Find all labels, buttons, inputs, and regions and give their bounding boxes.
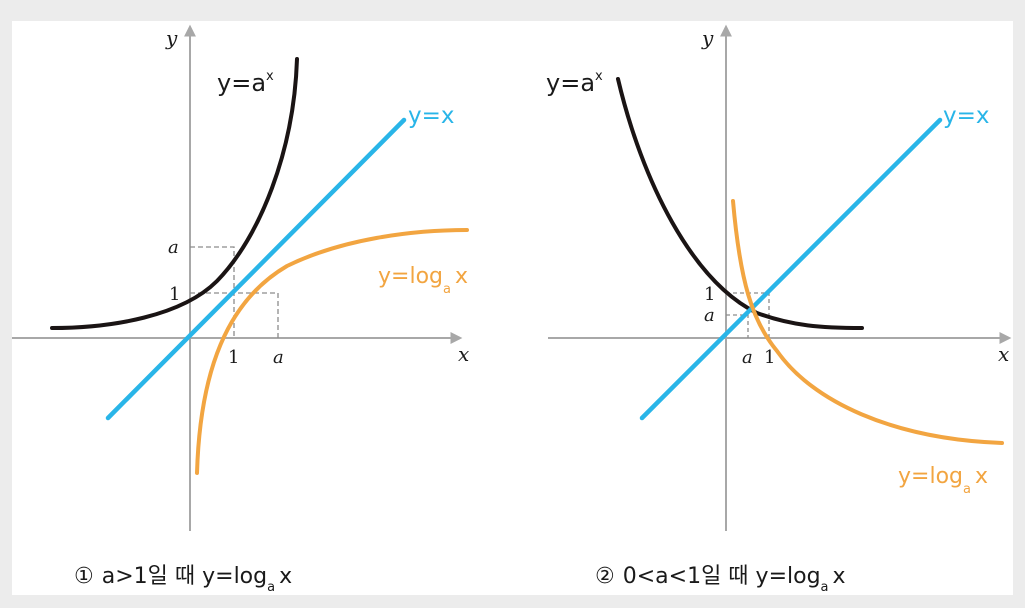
panel-1-exp-curve bbox=[50, 57, 299, 330]
panel-1-y-tick-1: 1 bbox=[169, 284, 180, 305]
panel-1-guide-one-level bbox=[190, 292, 279, 338]
panel-1-x-tick-1: 1 bbox=[228, 347, 239, 368]
panel-1-x-axis-label: x bbox=[458, 342, 469, 366]
panel-1-identity-line bbox=[105, 117, 407, 421]
panel-1-y-axis-label: y bbox=[165, 26, 178, 50]
panel-2: x y 1 a a 1 y=ax y=x y=logax ② 0<a<1일 때 y… bbox=[546, 24, 1012, 595]
panel-2-identity-line bbox=[639, 117, 943, 421]
panel-1-log-curve bbox=[195, 228, 469, 475]
panel-1-guides bbox=[190, 246, 279, 338]
panel-1: x y a 1 1 a y=ax y=x y=logax ① a>1일 때 y=l… bbox=[12, 24, 469, 595]
panel-2-exp-curve bbox=[616, 77, 864, 330]
panel-2-x-axis-label: x bbox=[998, 342, 1009, 366]
panel-2-y-axis-label: y bbox=[701, 26, 714, 50]
panel-1-x-tick-a: a bbox=[273, 347, 284, 368]
panel-2-log-label: y=logax bbox=[898, 464, 988, 497]
panel-1-y-tick-a: a bbox=[168, 237, 179, 258]
figure-svg: x y a 1 1 a y=ax y=x y=logax ① a>1일 때 y=l… bbox=[12, 24, 1012, 595]
panel-1-log-label: y=logax bbox=[378, 264, 468, 297]
panel-2-y-tick-1: 1 bbox=[704, 284, 715, 305]
panel-1-identity-label: y=x bbox=[408, 103, 455, 129]
panel-2-exp-label: y=ax bbox=[546, 69, 603, 97]
panel-2-y-tick-a: a bbox=[704, 305, 715, 326]
panel-2-caption: ② 0<a<1일 때 y=loga x bbox=[595, 564, 846, 595]
figure-canvas: x y a 1 1 a y=ax y=x y=logax ① a>1일 때 y=l… bbox=[12, 21, 1013, 595]
panel-1-exp-label: y=ax bbox=[217, 69, 274, 97]
panel-2-identity-label: y=x bbox=[943, 103, 990, 129]
panel-1-guide-a-level bbox=[190, 246, 235, 338]
panel-2-log-curve bbox=[731, 199, 1004, 445]
panel-2-x-tick-a: a bbox=[742, 347, 753, 368]
panel-1-caption: ① a>1일 때 y=loga x bbox=[74, 564, 292, 595]
panel-2-x-tick-1: 1 bbox=[764, 347, 775, 368]
